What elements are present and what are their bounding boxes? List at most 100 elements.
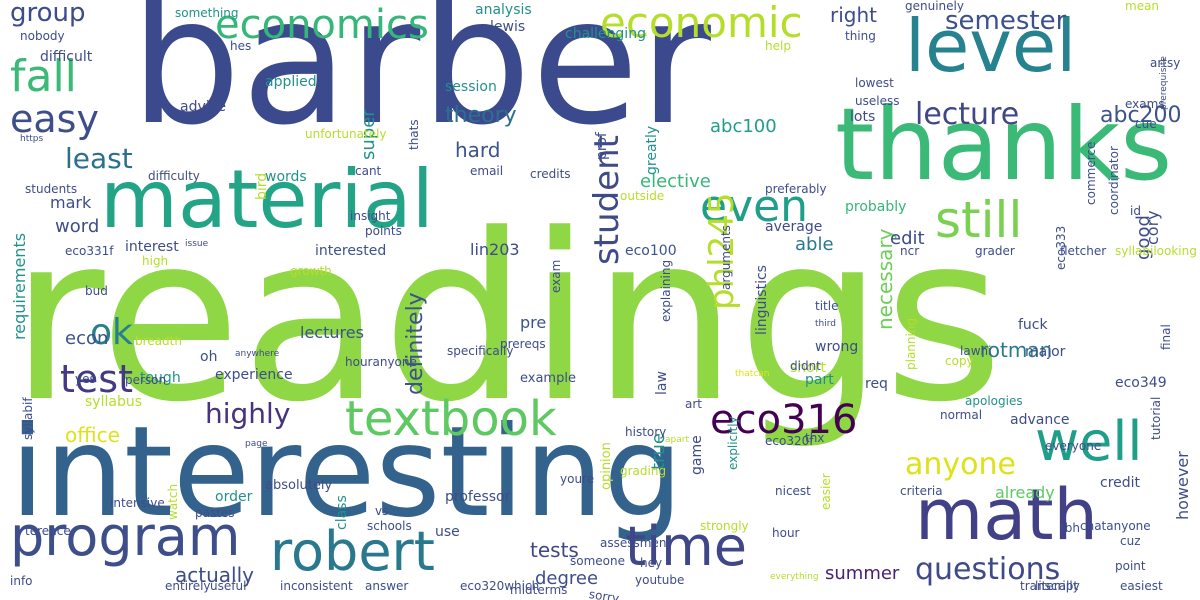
word-interesting: interesting: [10, 400, 683, 545]
word-opinion: opinion: [599, 442, 614, 490]
word-everyone: everyone: [1045, 439, 1102, 453]
word-artsy: artsy: [1150, 56, 1181, 70]
word-coordinator: coordinator: [1107, 146, 1121, 215]
word-third: third: [815, 319, 836, 329]
word-use: use: [435, 524, 460, 540]
word-analysis: analysis: [475, 2, 532, 18]
word-interested: interested: [315, 243, 387, 259]
word-vs: vs: [375, 504, 389, 518]
word-greatly: greatly: [644, 125, 660, 175]
word-credits: credits: [530, 167, 571, 181]
word-tbh: tbh: [1060, 521, 1080, 535]
word-test: test: [60, 357, 133, 401]
word-bud: bud: [85, 284, 108, 298]
word-arguments: arguments: [719, 225, 733, 290]
word-ok: ok: [90, 312, 133, 353]
word-applied: applied: [265, 74, 317, 90]
word-anyone: anyone: [905, 447, 1016, 482]
word-words: words: [265, 169, 307, 185]
word-challenging: challenging: [565, 26, 646, 42]
word-credit: credit: [1100, 475, 1141, 491]
word-tests: tests: [530, 538, 579, 562]
word-thx: thx: [805, 431, 825, 445]
word-grading: grading: [620, 464, 667, 478]
word-fuck: fuck: [1018, 317, 1048, 333]
word-growth: growth: [290, 264, 332, 278]
word-syllabilooking: syllabilooking: [1115, 244, 1197, 258]
word-semester: semester: [945, 6, 1067, 36]
word-economic: economic: [600, 0, 803, 47]
word-already: already: [995, 483, 1055, 502]
word-degree: degree: [535, 568, 599, 589]
word-specifically: specifically: [447, 344, 514, 358]
word-experience: experience: [215, 367, 293, 383]
word-breadth: breadth: [135, 334, 182, 348]
word-lawhi: lawhi: [960, 344, 992, 358]
word-rotman: rotman: [980, 338, 1053, 362]
word-easier: easier: [819, 473, 833, 510]
word-thanks: thanks: [835, 86, 1173, 203]
word-tough: tough: [140, 370, 181, 386]
word-advice: advice: [180, 99, 226, 115]
word-person: person: [125, 373, 167, 387]
word-fletcher: fletcher: [1060, 244, 1107, 258]
word-edit: edit: [890, 228, 925, 249]
word-difficulty: difficulty: [148, 169, 200, 183]
word-barber: barber: [130, 0, 711, 164]
word-lots: lots: [850, 109, 876, 125]
word-requirements: requirements: [10, 232, 29, 340]
word-hes: hes: [230, 39, 252, 53]
word-major: major: [1025, 344, 1066, 360]
word-material: material: [100, 153, 434, 246]
word-page: page: [245, 439, 268, 449]
word-thatcan: thatcan: [735, 369, 770, 379]
word-law: law: [654, 371, 670, 395]
word-highly: highly: [205, 397, 291, 430]
word-cue: cue: [1135, 117, 1157, 131]
word-abc200: abc200: [1100, 103, 1182, 128]
word-syllabus: syllabus: [85, 394, 142, 410]
word-exams: exams: [1125, 97, 1165, 111]
word-eco100: eco100: [625, 243, 677, 259]
word-difficult: difficult: [40, 49, 93, 65]
word-able: able: [795, 234, 834, 255]
word-summer: summer: [825, 563, 900, 584]
word-average: average: [765, 219, 823, 235]
word-however: however: [1173, 451, 1192, 520]
word-part: part: [805, 372, 834, 388]
word-entirely: entirely: [165, 579, 211, 593]
word-id: id: [1130, 204, 1141, 218]
word-absolutely: absolutely: [265, 478, 333, 493]
word-intensive: intensive: [110, 496, 165, 510]
word-youre: youre: [560, 472, 595, 486]
word-unfortunately: unfortunately: [305, 127, 387, 141]
word-genuinely: genuinely: [905, 0, 964, 13]
word-cant: cant: [355, 164, 382, 178]
word-schools: schools: [367, 519, 412, 533]
word-yes: yes: [75, 372, 96, 386]
word-wrong: wrong: [815, 339, 859, 355]
word-transcript: transcript: [1020, 579, 1079, 593]
word-eco316: eco316: [710, 397, 858, 443]
word-office: office: [65, 423, 120, 447]
word-final: final: [1159, 324, 1173, 350]
word-session: session: [445, 79, 497, 95]
word-mark: mark: [50, 193, 92, 212]
word-nicest: nicest: [775, 484, 811, 498]
word-right: right: [830, 3, 877, 27]
word-preferably: preferably: [765, 182, 827, 196]
word-midterms: midterms: [510, 583, 568, 597]
word-points: points: [365, 224, 402, 238]
word-exam: exam: [549, 259, 563, 293]
word-tutorial: tutorial: [1149, 396, 1163, 440]
word-strongly: strongly: [700, 519, 749, 533]
word-students: students: [25, 182, 78, 196]
word-apologies: apologies: [965, 394, 1023, 408]
word-inconsistent: inconsistent: [280, 579, 353, 593]
word-fall: fall: [10, 51, 77, 102]
word-normal: normal: [940, 408, 983, 422]
word-example: example: [520, 371, 576, 386]
word-title: title: [815, 299, 839, 313]
word-short: short: [790, 360, 826, 376]
word-word: word: [55, 216, 100, 237]
